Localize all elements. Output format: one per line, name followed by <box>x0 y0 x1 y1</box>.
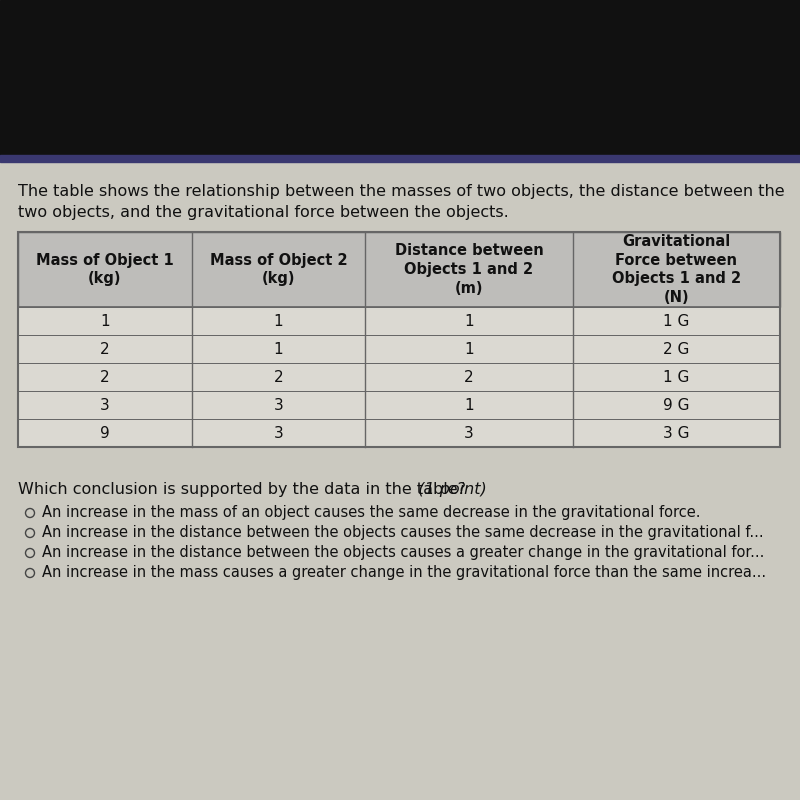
Text: 3 G: 3 G <box>663 426 690 441</box>
Text: Mass of Object 2
(kg): Mass of Object 2 (kg) <box>210 253 347 286</box>
Text: 9: 9 <box>100 426 110 441</box>
Bar <box>18 307 780 335</box>
Bar <box>0 155 800 162</box>
Bar <box>18 363 780 391</box>
Bar <box>18 232 780 447</box>
Text: 2: 2 <box>274 370 283 385</box>
Text: An increase in the distance between the objects causes a greater change in the g: An increase in the distance between the … <box>42 546 764 561</box>
Bar <box>18 391 780 419</box>
Bar <box>0 0 800 155</box>
Text: 3: 3 <box>274 426 283 441</box>
Text: 2: 2 <box>464 370 474 385</box>
Text: Mass of Object 1
(kg): Mass of Object 1 (kg) <box>36 253 174 286</box>
Text: Gravitational
Force between
Objects 1 and 2
(N): Gravitational Force between Objects 1 an… <box>612 234 741 305</box>
Text: 3: 3 <box>100 398 110 413</box>
Text: (1 point): (1 point) <box>408 482 486 497</box>
Text: Distance between
Objects 1 and 2
(m): Distance between Objects 1 and 2 (m) <box>394 243 543 296</box>
Text: 1: 1 <box>274 314 283 329</box>
Text: 1: 1 <box>464 314 474 329</box>
Text: 2: 2 <box>100 342 110 357</box>
Text: 3: 3 <box>274 398 283 413</box>
Text: Which conclusion is supported by the data in the table?: Which conclusion is supported by the dat… <box>18 482 466 497</box>
Text: An increase in the mass causes a greater change in the gravitational force than : An increase in the mass causes a greater… <box>42 566 766 581</box>
Bar <box>18 232 780 307</box>
Bar <box>18 419 780 447</box>
Text: 3: 3 <box>464 426 474 441</box>
Text: An increase in the mass of an object causes the same decrease in the gravitation: An increase in the mass of an object cau… <box>42 506 701 521</box>
Text: 1 G: 1 G <box>663 370 690 385</box>
Text: 1: 1 <box>100 314 110 329</box>
Text: 1: 1 <box>464 398 474 413</box>
Text: 2 G: 2 G <box>663 342 690 357</box>
Text: 1: 1 <box>464 342 474 357</box>
Text: 1 G: 1 G <box>663 314 690 329</box>
Text: 9 G: 9 G <box>663 398 690 413</box>
Text: 1: 1 <box>274 342 283 357</box>
Text: 2: 2 <box>100 370 110 385</box>
Bar <box>18 335 780 363</box>
Text: The table shows the relationship between the masses of two objects, the distance: The table shows the relationship between… <box>18 184 785 220</box>
Text: An increase in the distance between the objects causes the same decrease in the : An increase in the distance between the … <box>42 526 764 541</box>
